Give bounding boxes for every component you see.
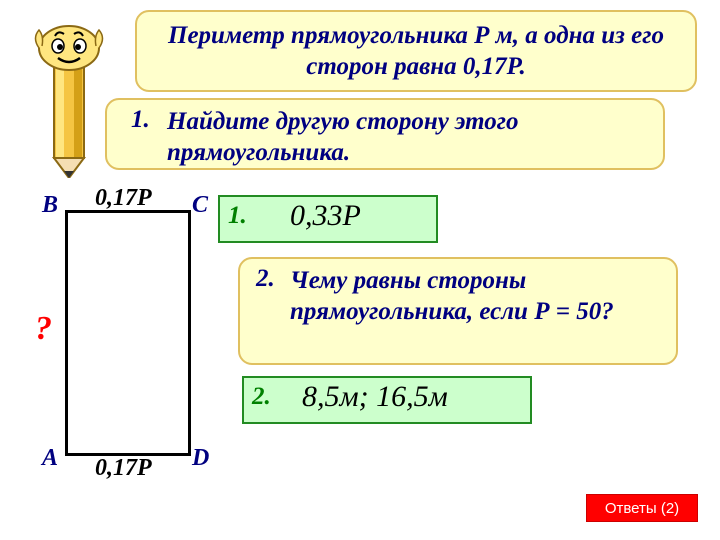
q1-text: Найдите другую сторону этого прямоугольн… (167, 106, 657, 169)
side-bottom-label: 0,17Р (95, 455, 152, 482)
side-top-label: 0,17Р (95, 185, 152, 212)
answers-button[interactable]: Ответы (2) (586, 494, 698, 522)
answer-2-number: 2. (252, 383, 271, 411)
q2-number: 2. (256, 265, 275, 293)
vertex-c: C (192, 192, 208, 219)
answer-1-box: 1. 0,33Р (218, 195, 438, 243)
question-2-box: 2. Чему равны стороны прямоугольника, ес… (238, 257, 678, 365)
rectangle-diagram (65, 210, 191, 456)
title-box: Периметр прямоугольника Р м, а одна из е… (135, 10, 697, 92)
answer-1-value: 0,33Р (290, 199, 361, 233)
answer-1-number: 1. (228, 202, 247, 230)
question-mark: ? (35, 310, 52, 348)
vertex-d: D (192, 445, 209, 472)
vertex-b: B (42, 192, 58, 219)
pencil-icon (22, 18, 117, 178)
answers-button-label: Ответы (2) (605, 500, 679, 517)
vertex-a: A (42, 445, 58, 472)
title-text: Периметр прямоугольника Р м, а одна из е… (151, 20, 681, 83)
q1-number: 1. (131, 106, 150, 134)
answer-2-value: 8,5м; 16,5м (302, 380, 448, 414)
q2-text: Чему равны стороны прямоугольника, если … (290, 265, 670, 328)
question-1-box: 1. Найдите другую сторону этого прямоуго… (105, 98, 665, 170)
answer-2-box: 2. 8,5м; 16,5м (242, 376, 532, 424)
